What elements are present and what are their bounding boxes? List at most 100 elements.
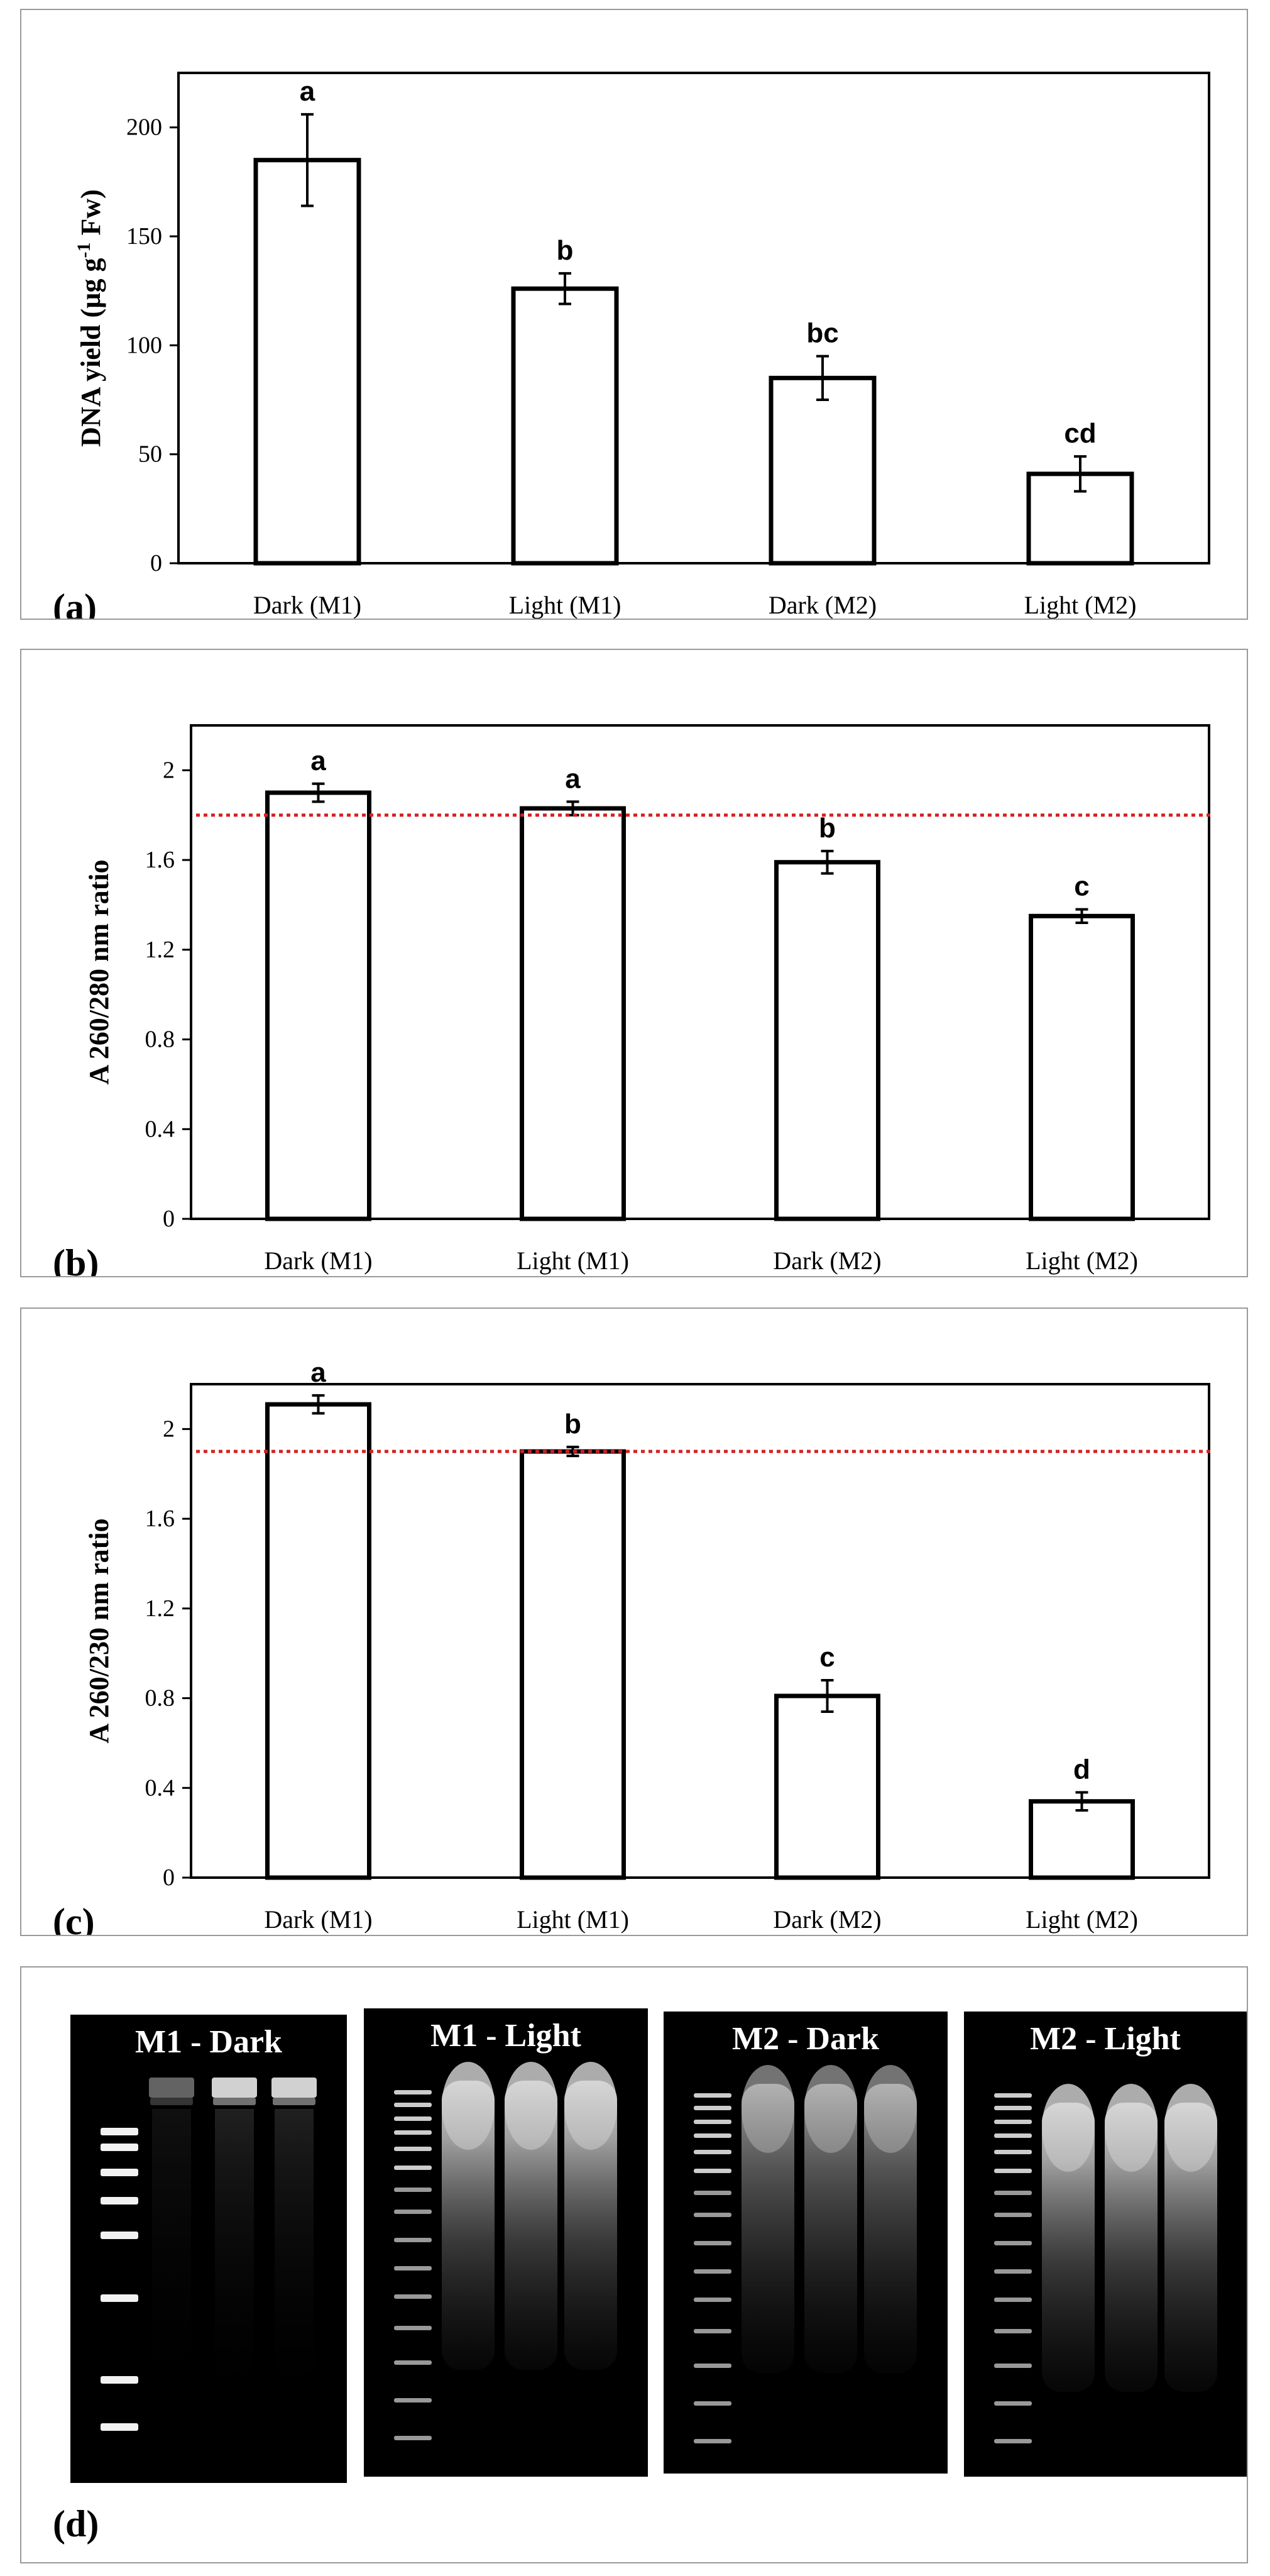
chart-panel-a: 0 50 100 150 200 DNA yield (µg g-1 Fw) a Dark (… — [20, 9, 1248, 628]
x-tick-label-b: Dark (M1) — [264, 1247, 372, 1275]
ladder-band — [994, 2120, 1032, 2124]
significance-letter-a: b — [557, 235, 574, 266]
ladder-band — [694, 2364, 731, 2368]
ladder-band — [994, 2106, 1032, 2110]
significance-letter-b: c — [1074, 871, 1089, 902]
ladder-band — [694, 2120, 731, 2124]
bar-c — [774, 1693, 880, 1880]
chart-a-svg: 0 50 100 150 200 DNA yield (µg g-1 Fw) a Dark (… — [53, 72, 1210, 628]
ladder-band — [394, 2103, 432, 2107]
dna-smear — [275, 2109, 314, 2373]
ladder-band — [101, 2232, 138, 2239]
x-tick-label-c: Dark (M1) — [264, 1905, 372, 1934]
dna-smear — [864, 2084, 917, 2373]
chart-panel-b: 0 0.4 0.8 1.2 1.6 2 A 260/280 nm ratio a Dark (M… — [20, 649, 1248, 1284]
panel-label-d: (d) — [53, 2503, 99, 2545]
ladder-band — [394, 2398, 432, 2403]
x-tick-label-b: Light (M2) — [1026, 1247, 1138, 1275]
panel-label-c: (c) — [53, 1901, 95, 1935]
dna-band — [271, 2078, 317, 2098]
ladder-band — [694, 2269, 731, 2274]
bar-b — [774, 860, 880, 1221]
y-axis-label-a: DNA yield (µg g-1 Fw) — [74, 189, 106, 447]
bar-b — [265, 790, 371, 1221]
gel-label: M1 - Dark — [135, 2024, 282, 2060]
dna-band — [213, 2098, 256, 2105]
ladder-band — [394, 2238, 432, 2242]
y-tick-label-b: 0.4 — [145, 1116, 175, 1142]
x-tick-label-c: Light (M2) — [1026, 1905, 1138, 1934]
chart-panel-c: 0 0.4 0.8 1.2 1.6 2 A 260/230 nm ratio a Dark (M… — [20, 1307, 1248, 1942]
x-tick-label-c: Light (M1) — [517, 1905, 629, 1934]
bar-b — [1029, 913, 1135, 1221]
dna-smear — [564, 2081, 617, 2370]
x-tick-label-b: Dark (M2) — [773, 1247, 881, 1275]
x-tick-label-a: Light (M1) — [509, 591, 621, 619]
ladder-band — [101, 2169, 138, 2176]
ladder-band — [994, 2150, 1032, 2154]
plot-frame-a — [177, 72, 1210, 564]
dna-smear — [1105, 2103, 1158, 2392]
panel-label-b: (b) — [53, 1242, 99, 1276]
significance-letter-c: c — [819, 1642, 835, 1673]
x-tick-label-a: Dark (M1) — [253, 591, 361, 619]
significance-letter-a: cd — [1064, 418, 1096, 449]
panel-label-a: (a) — [53, 586, 97, 619]
gel-panel-d: M1 - Dark M1 - Light M2 - Dark M2 - Light (d… — [20, 1966, 1248, 2563]
x-tick-label-b: Light (M1) — [517, 1247, 629, 1275]
ladder-band — [394, 2188, 432, 2192]
dna-smear — [1042, 2103, 1095, 2392]
ladder-band — [101, 2294, 138, 2302]
ladder-band — [694, 2213, 731, 2217]
y-tick-label-b: 0 — [163, 1206, 175, 1232]
ladder-band — [394, 2210, 432, 2214]
ladder-band — [694, 2439, 731, 2443]
ladder-band — [394, 2090, 432, 2094]
ladder-band — [101, 2376, 138, 2384]
ladder-band — [394, 2266, 432, 2271]
dna-smear — [804, 2084, 857, 2373]
ladder-band — [101, 2144, 138, 2151]
y-axis-label-c: A 260/230 nm ratio — [84, 1518, 114, 1743]
chart-b-svg: 0 0.4 0.8 1.2 1.6 2 A 260/280 nm ratio a Dark (M… — [53, 724, 1212, 1284]
dna-smear — [742, 2084, 794, 2373]
y-tick-label-a: 50 — [138, 441, 162, 468]
dna-band — [273, 2098, 315, 2105]
y-tick-label-a: 200 — [126, 114, 162, 141]
ladder-band — [394, 2130, 432, 2135]
ladder-band — [994, 2093, 1032, 2098]
ladder-band — [694, 2106, 731, 2110]
ladder-band — [694, 2133, 731, 2138]
ladder-band — [994, 2269, 1032, 2274]
y-tick-label-b: 2 — [163, 757, 175, 783]
chart-c-svg: 0 0.4 0.8 1.2 1.6 2 A 260/230 nm ratio a Dark (M… — [53, 1357, 1212, 1942]
ladder-band — [994, 2329, 1032, 2333]
ladder-band — [694, 2191, 731, 2195]
y-tick-label-a: 100 — [126, 332, 162, 358]
y-tick-label-a: 150 — [126, 223, 162, 250]
significance-letter-c: b — [564, 1409, 581, 1439]
bar-a — [769, 375, 877, 566]
gel-svg: M1 - Dark M1 - Light M2 - Dark M2 - Light (d… — [53, 2008, 1247, 2545]
ladder-band — [994, 2133, 1032, 2138]
ladder-band — [694, 2241, 731, 2245]
bar-c — [265, 1402, 371, 1880]
ladder-band — [694, 2169, 731, 2173]
ladder-band — [394, 2436, 432, 2440]
y-tick-label-b: 1.6 — [145, 847, 175, 873]
ladder-band — [994, 2213, 1032, 2217]
ladder-band — [394, 2166, 432, 2170]
bar-c — [520, 1449, 626, 1880]
significance-letter-b: a — [310, 746, 326, 776]
ladder-band — [394, 2116, 432, 2121]
y-tick-label-c: 0.4 — [145, 1775, 175, 1801]
ladder-band — [994, 2241, 1032, 2245]
bar-c — [1029, 1799, 1135, 1880]
y-tick-label-c: 1.2 — [145, 1595, 175, 1622]
gel-label: M2 - Light — [1030, 2021, 1181, 2057]
dna-band — [212, 2078, 257, 2098]
significance-letter-c: a — [310, 1357, 326, 1388]
ladder-band — [694, 2298, 731, 2302]
ladder-band — [394, 2360, 432, 2365]
bar-b — [520, 806, 626, 1221]
